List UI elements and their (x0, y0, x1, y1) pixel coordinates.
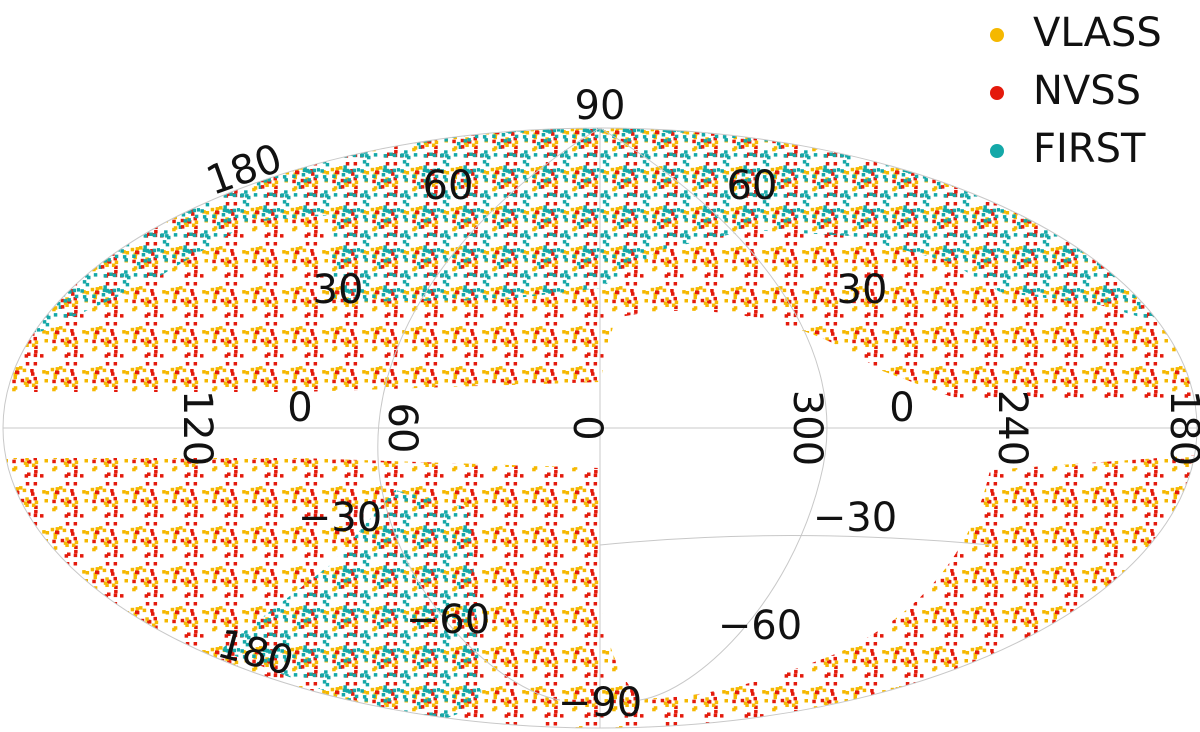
legend-marker (990, 86, 1004, 100)
grid-label: 240 (989, 390, 1035, 466)
parallel (599, 535, 991, 546)
grid-label: 180 (1161, 390, 1200, 466)
meridian (377, 127, 601, 701)
legend-label: FIRST (1033, 126, 1146, 172)
first-region (220, 490, 482, 728)
grid-label: 90 (575, 83, 626, 129)
grid-label: 60 (379, 403, 425, 454)
grid-label: −30 (298, 495, 382, 541)
legend-label: VLASS (1033, 10, 1162, 56)
grid-label: 0 (564, 415, 610, 440)
grid-label: 0 (287, 385, 312, 431)
graticule (2, 127, 1198, 729)
grid-label: 60 (727, 163, 778, 209)
meridian (599, 127, 828, 701)
legend-marker (990, 144, 1004, 158)
grid-label: 300 (784, 390, 830, 466)
grid-label: −60 (406, 597, 490, 643)
legend-marker (990, 28, 1004, 42)
legend-label: NVSS (1033, 68, 1141, 114)
grid-label: 30 (313, 267, 364, 313)
grid-label: 30 (837, 267, 888, 313)
grid-label: −90 (558, 680, 642, 726)
legend: VLASS NVSS FIRST (990, 10, 1162, 172)
grid-label: 120 (174, 390, 220, 466)
grid-label: 0 (889, 385, 914, 431)
grid-label: 60 (423, 163, 474, 209)
grid-label: −30 (813, 495, 897, 541)
grid-label: −60 (718, 603, 802, 649)
